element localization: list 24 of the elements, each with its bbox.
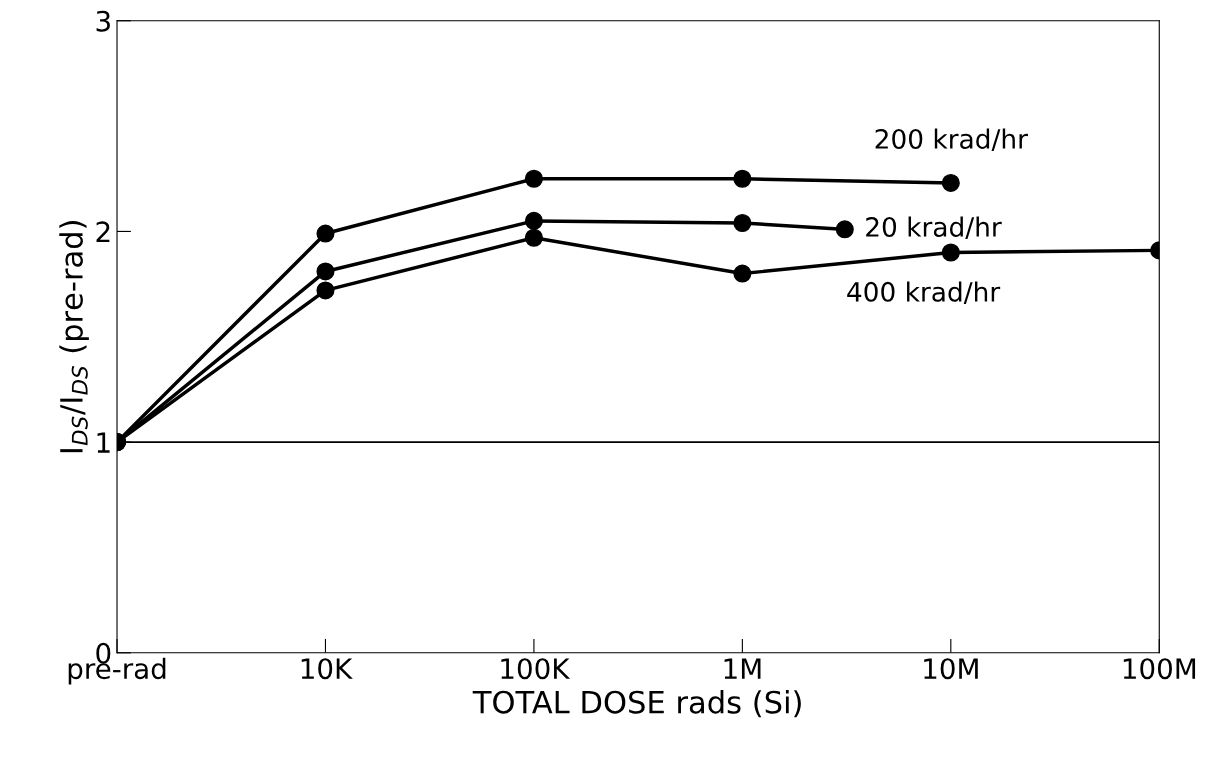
x-tick-label: 10K xyxy=(301,658,353,680)
point xyxy=(316,262,335,281)
point xyxy=(941,243,960,262)
point xyxy=(733,169,752,188)
point xyxy=(524,211,543,230)
point xyxy=(316,224,335,243)
point xyxy=(733,213,752,233)
series-label: 400 krad/hr xyxy=(847,281,1001,304)
series-label: 20 krad/hr xyxy=(866,216,1002,240)
series-label: 200 krad/hr xyxy=(875,128,1028,152)
point xyxy=(941,173,960,192)
x-tick-label: 1M xyxy=(724,658,761,679)
y-tick-label: 1 xyxy=(97,432,110,453)
x-tick-label: 100M xyxy=(1123,658,1196,680)
y-tick-label: 2 xyxy=(96,221,110,242)
point xyxy=(524,169,543,188)
point xyxy=(316,281,335,300)
point xyxy=(524,228,543,247)
x-axis-title: TOTAL DOSE rads (Si) xyxy=(472,690,801,718)
y-axis-title: I$_{DS}$/I$_{DS}$ (pre-rad) xyxy=(59,221,89,453)
x-tick-label: 100K xyxy=(501,658,571,680)
x-tick-label: 10M xyxy=(924,658,978,680)
y-tick-label: 3 xyxy=(96,10,110,32)
point xyxy=(733,264,752,283)
